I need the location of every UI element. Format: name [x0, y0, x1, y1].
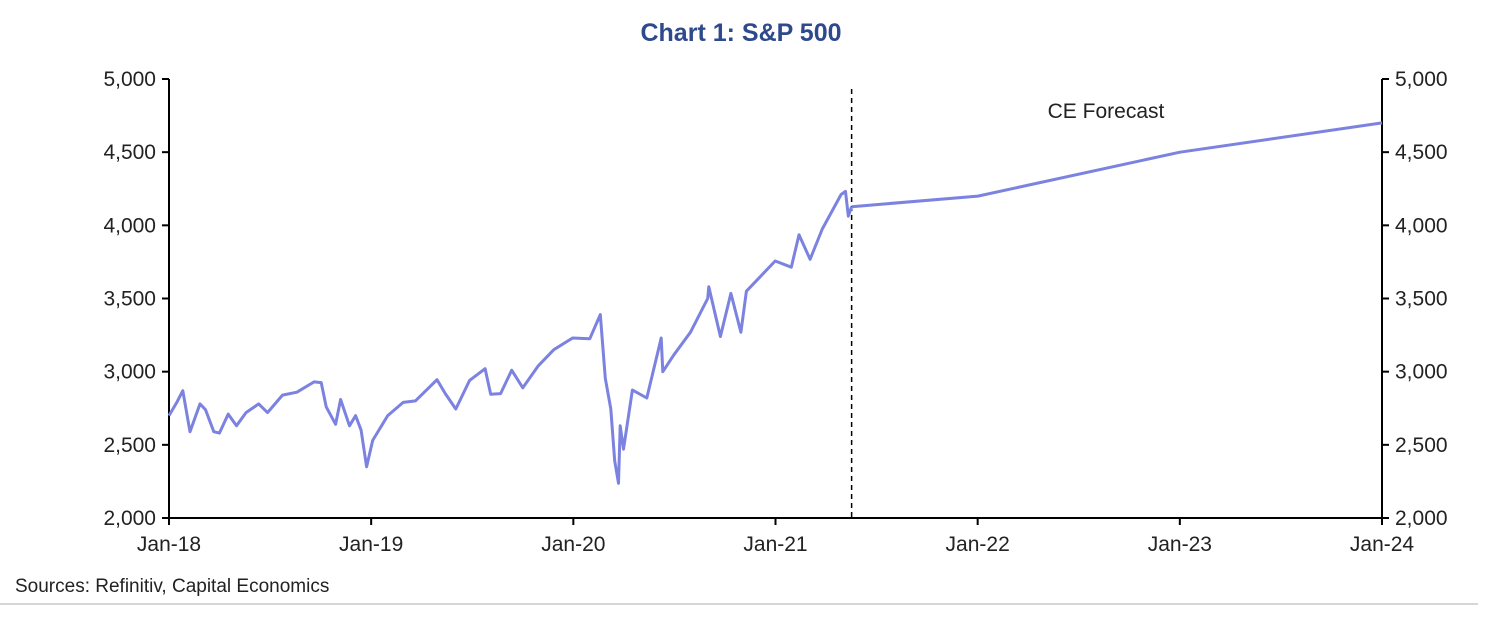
y-tick-label-right: 4,000 [1395, 214, 1448, 237]
x-ticks: Jan-18 Jan-19 Jan-20 Jan-21 Jan-22 Jan-23 Jan-… [137, 518, 1415, 556]
y-tick-label: 3,500 [103, 288, 156, 311]
series-line-sp500 [167, 189, 854, 485]
y-tick-label-right: 3,000 [1395, 361, 1448, 384]
forecast-annotation: CE Forecast [1048, 100, 1165, 123]
y-tick-label: 3,000 [103, 361, 156, 384]
y-tick-label: 4,000 [103, 214, 156, 237]
y-tick-label: 2,000 [103, 507, 156, 530]
chart-title: Chart 1: S&P 500 [640, 19, 841, 47]
y-tick-label-right: 5,000 [1395, 68, 1448, 91]
left-y-ticks: 2,000 2,500 3,000 3,500 4,000 4,500 5,000 [103, 68, 169, 530]
y-tick-label-right: 2,500 [1395, 434, 1448, 457]
x-tick-label: Jan-22 [946, 533, 1010, 556]
y-tick-label-right: 4,500 [1395, 141, 1448, 164]
x-tick-label: Jan-19 [339, 533, 403, 556]
x-tick-label: Jan-18 [137, 533, 201, 556]
y-tick-label: 2,500 [103, 434, 156, 457]
x-tick-label: Jan-24 [1350, 533, 1415, 556]
y-tick-label-right: 2,000 [1395, 507, 1448, 530]
source-note: Sources: Refinitiv, Capital Economics [15, 576, 329, 597]
y-tick-label-right: 3,500 [1395, 288, 1448, 311]
x-tick-label: Jan-23 [1148, 533, 1212, 556]
right-y-ticks: 2,000 2,500 3,000 3,500 4,000 4,500 5,000 [1382, 68, 1448, 530]
series-line-ce-forecast [851, 121, 1383, 209]
plot-area: 2,000 2,500 3,000 3,500 4,000 4,500 5,000 2,00… [103, 68, 1447, 556]
y-tick-label: 4,500 [103, 141, 156, 164]
x-tick-label: Jan-21 [743, 533, 807, 556]
y-tick-label: 5,000 [103, 68, 156, 91]
x-tick-label: Jan-20 [541, 533, 605, 556]
